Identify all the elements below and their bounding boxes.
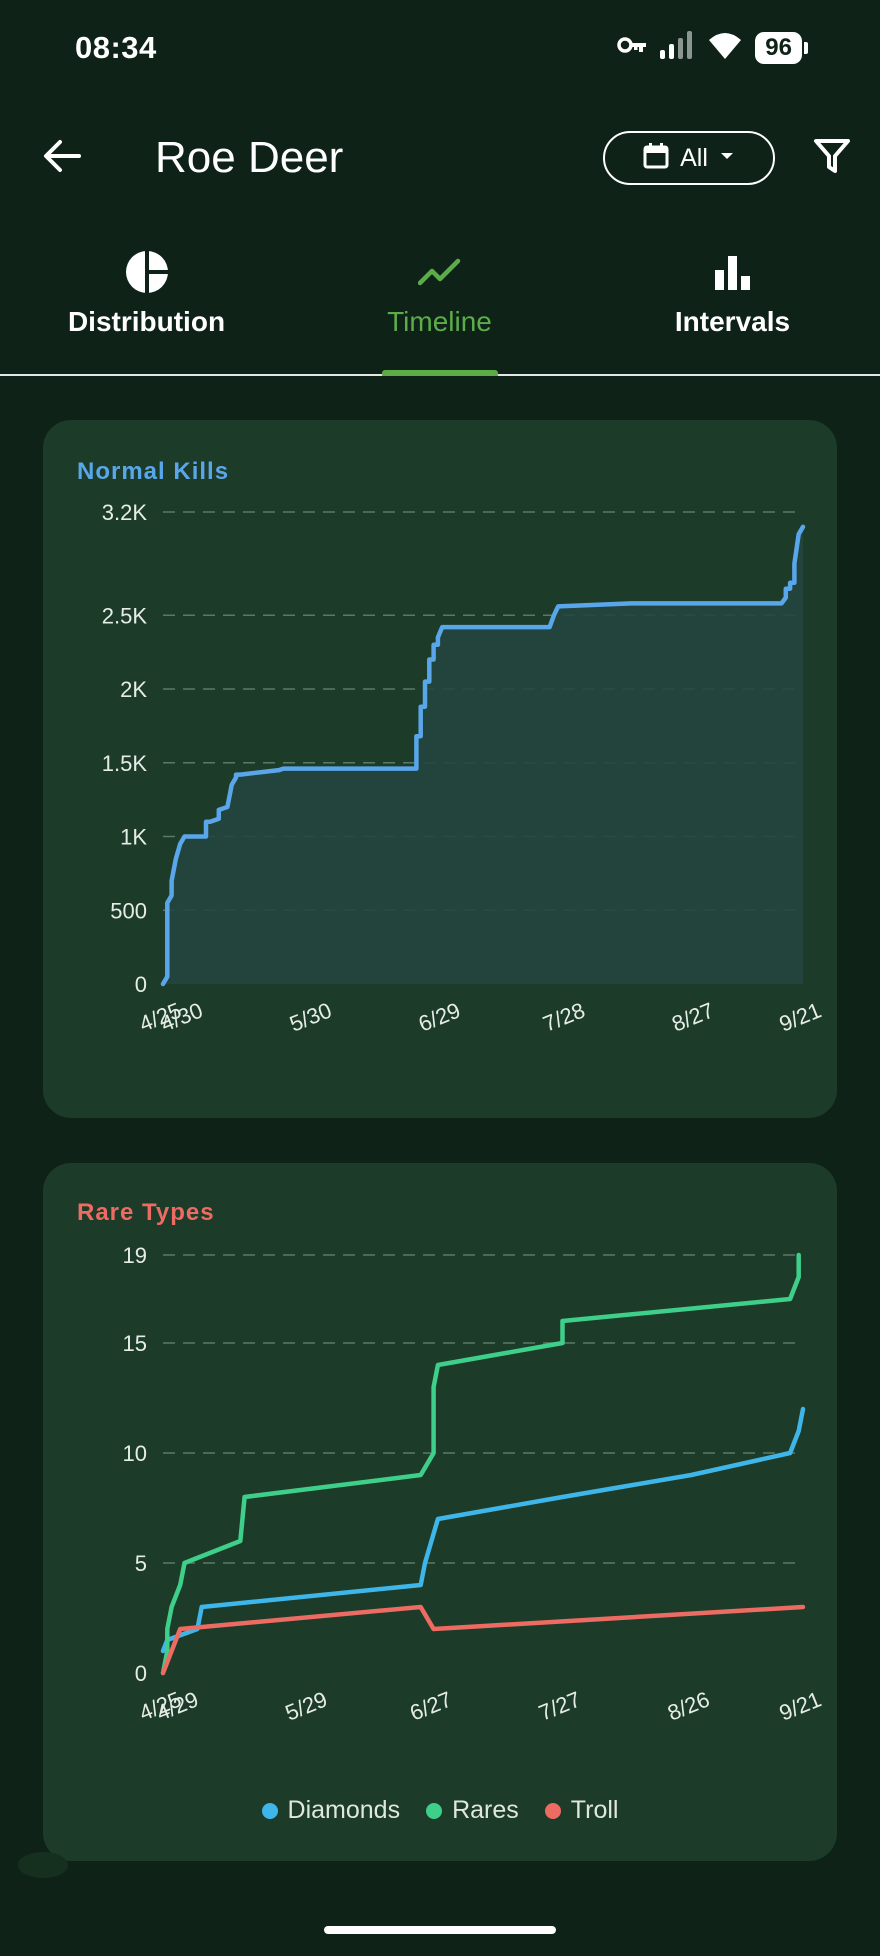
chart-legend: Diamonds Rares Troll [43,1796,837,1825]
legend-item-troll[interactable]: Troll [544,1796,619,1825]
back-button[interactable] [34,130,90,186]
x-tick-label: 7/28 [539,997,588,1036]
tab-active-indicator [382,370,498,376]
calendar-icon [642,142,670,175]
series-line-troll [160,1604,806,1676]
arrow-left-icon [43,139,81,178]
legend-item-diamonds[interactable]: Diamonds [261,1796,401,1825]
rare-types-card: Rare Types 0 5 10 15 19 4/25 4/29 5/29 6/27 7/27 8… [43,1163,837,1861]
x-tick-label: 9/21 [776,1686,825,1725]
vpn-key-icon [617,35,647,60]
y-tick-label: 1K [120,825,147,850]
decorative-shape [18,1852,68,1878]
signal-icon [659,30,695,65]
tab-bar: Distribution Timeline Intervals [0,230,880,376]
status-time: 08:34 [75,30,157,65]
legend-dot [261,1802,278,1819]
y-tick-label: 2.5K [102,603,148,628]
date-range-dropdown[interactable]: All [603,131,775,185]
x-tick-label: 6/29 [415,997,464,1036]
y-tick-label: 2K [120,677,147,702]
trending-up-icon [416,248,464,296]
page-title: Roe Deer [155,133,344,182]
status-icons: 96 [617,30,808,65]
caret-down-icon [718,149,736,167]
area-fill [163,526,803,984]
y-tick-label: 10 [123,1441,147,1466]
tab-intervals[interactable]: Intervals [586,230,879,374]
tab-label: Timeline [387,306,492,337]
tab-distribution[interactable]: Distribution [0,230,293,374]
legend-item-rares[interactable]: Rares [426,1796,519,1825]
battery-level: 96 [755,31,802,64]
wifi-icon [707,30,743,65]
filter-icon [813,137,851,180]
bar-chart-icon [709,248,757,296]
y-tick-label: 5 [135,1551,147,1576]
y-tick-label: 19 [123,1243,147,1268]
legend-dot [426,1802,443,1819]
tab-timeline[interactable]: Timeline [293,230,586,374]
series-line-diamonds [160,1406,806,1654]
tab-label: Distribution [67,306,226,337]
app-bar: Roe Deer All [0,100,880,220]
legend-dot [544,1802,561,1819]
series-line-rares [160,1252,801,1676]
x-tick-label: 5/30 [286,997,335,1036]
y-tick-label: 0 [135,1661,147,1686]
x-tick-label: 6/27 [406,1686,455,1725]
legend-label: Diamonds [287,1796,401,1824]
filter-button[interactable] [804,130,860,186]
battery-icon: 96 [755,31,808,64]
normal-kills-card: Normal Kills 0 500 1K 1.5K 2K 2.5K 3.2K 4/25 4/3… [43,420,837,1118]
rare-types-title: Rare Types [77,1199,215,1226]
x-tick-label: 8/26 [664,1686,713,1725]
y-tick-label: 0 [135,972,147,997]
y-tick-label: 1.5K [102,751,148,776]
legend-label: Troll [570,1796,619,1824]
x-tick-label: 7/27 [535,1686,584,1725]
status-bar: 08:34 96 [0,0,880,100]
x-tick-label: 8/27 [668,997,717,1036]
x-tick-label: 9/21 [776,997,825,1036]
series-line-normal-kills [160,524,806,987]
tab-label: Intervals [674,306,791,337]
legend-label: Rares [452,1796,519,1824]
y-tick-label: 3.2K [102,500,148,525]
pie-chart-icon [123,248,171,296]
y-tick-label: 15 [123,1331,147,1356]
normal-kills-title: Normal Kills [77,458,230,485]
home-indicator[interactable] [324,1926,556,1934]
date-range-label: All [680,143,708,172]
x-tick-label: 5/29 [282,1686,331,1725]
y-tick-label: 500 [110,898,147,923]
